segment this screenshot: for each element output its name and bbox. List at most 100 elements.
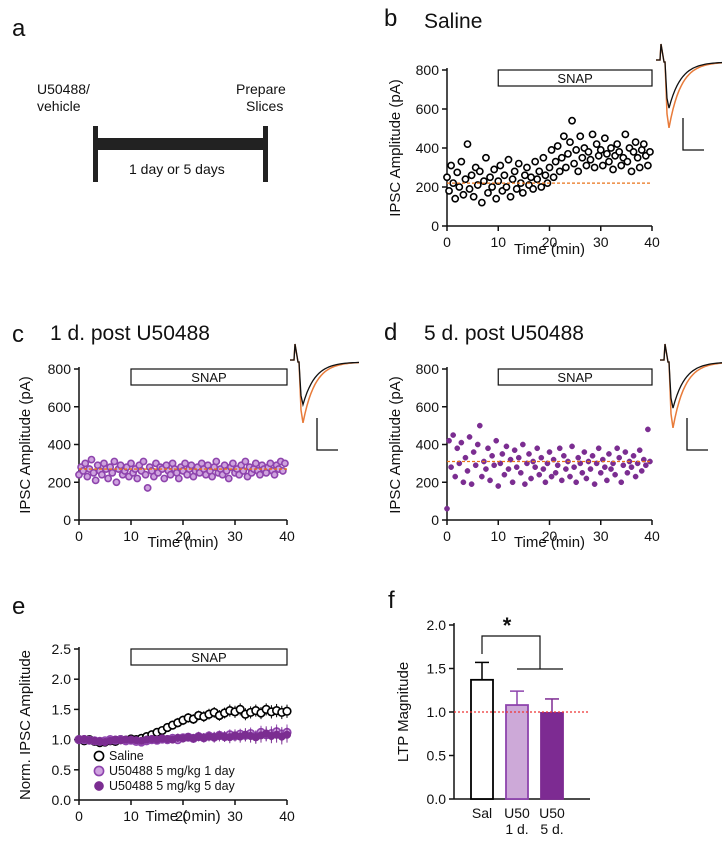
x-tick-label-e: 30 <box>227 808 243 824</box>
data-point-b <box>518 188 527 197</box>
data-point-d <box>534 445 541 452</box>
data-point-d <box>517 469 524 476</box>
y-tick-label-f: 2.0 <box>427 617 447 633</box>
panel-c: c 1 d. post U50488 0 200 400 600 800 0 10 20 30 4… <box>12 321 360 551</box>
data-point-c <box>181 459 189 468</box>
data-point-d <box>632 473 639 480</box>
data-point-b <box>633 153 642 162</box>
data-point-d <box>499 451 506 457</box>
y-axis-label-e: Norm. IPSC Amplitude <box>17 650 34 800</box>
data-point-d <box>513 464 520 470</box>
data-point-b <box>621 130 630 139</box>
y-tick-label-e: 0.5 <box>52 762 72 778</box>
data-point-d <box>485 445 491 452</box>
data-point-d <box>522 481 528 487</box>
data-point-b <box>572 146 581 154</box>
data-point-b <box>457 157 466 166</box>
data-point-d <box>536 471 543 478</box>
x-axis-label-c: Time (min) <box>147 534 218 551</box>
data-point-d <box>608 466 614 472</box>
snap-bar-label-e: SNAP <box>191 650 226 665</box>
panel-label-c: c <box>12 321 24 348</box>
timeline-end-label-1: Prepare <box>236 81 286 97</box>
data-point-c <box>143 484 152 492</box>
data-point-c <box>110 457 119 466</box>
data-point-b <box>590 163 599 172</box>
data-point-b <box>463 140 472 148</box>
x-tick-label-b: 0 <box>443 234 451 250</box>
data-point-c <box>83 472 92 481</box>
data-point-c <box>174 474 183 483</box>
data-point-b <box>574 167 583 176</box>
trace-after-d <box>660 343 722 429</box>
data-point-d <box>454 445 461 452</box>
data-point-d <box>460 479 467 486</box>
data-point-b <box>549 173 558 182</box>
data-point-b <box>541 171 550 180</box>
trace-before-c <box>290 343 360 408</box>
x-axis-label-e: Time ( min) <box>145 808 220 825</box>
data-point-b <box>482 153 490 162</box>
data-point-b <box>488 183 496 191</box>
bar-2 <box>540 711 564 800</box>
data-point-d <box>470 449 477 455</box>
data-point-b <box>635 163 644 172</box>
data-point-c <box>108 468 117 477</box>
data-point-b <box>605 157 613 166</box>
x-tick-label-c: 0 <box>75 528 83 544</box>
data-point-b <box>443 173 451 182</box>
data-point-d <box>452 473 459 480</box>
data-point-b <box>467 171 476 180</box>
snap-bar-d <box>497 368 653 386</box>
data-point-c <box>281 459 289 468</box>
data-point-b <box>631 138 640 147</box>
y-axis-label-d: IPSC Amplitude (pA) <box>387 376 404 514</box>
data-point-d <box>622 449 629 455</box>
x-tick-label-d: 0 <box>443 528 451 544</box>
data-point-c <box>91 476 100 485</box>
data-point-b <box>521 171 529 180</box>
data-point-d <box>501 471 508 478</box>
x-category-label-1: U50 <box>504 805 530 821</box>
data-point-b <box>582 161 591 170</box>
x-category-label-2: 5 d. <box>540 821 563 837</box>
panel-a: a U50488/ vehicle Prepare Slices 1 day o… <box>12 15 286 182</box>
data-point-d <box>487 477 493 484</box>
data-point-b <box>484 188 492 197</box>
data-point-b <box>617 161 626 170</box>
data-point-b <box>627 167 636 176</box>
data-point-c <box>166 470 175 479</box>
data-point-d <box>509 479 516 486</box>
scale-bar-d <box>686 418 708 451</box>
x-tick-label-d: 10 <box>490 528 506 544</box>
data-point-b <box>486 173 494 182</box>
snap-bar-c <box>130 368 288 386</box>
data-point-d <box>468 481 475 487</box>
data-point-d <box>561 452 567 459</box>
panel-label-b: b <box>384 5 397 32</box>
data-point-b <box>508 175 517 184</box>
data-point-d <box>479 473 485 480</box>
data-point-d <box>515 454 522 461</box>
data-point-d <box>589 452 596 459</box>
data-point-b <box>477 198 486 207</box>
snap-bar-label-c: SNAP <box>191 370 226 385</box>
panel-label-d: d <box>384 319 397 346</box>
data-point-b <box>523 163 531 172</box>
data-point-d <box>595 445 602 452</box>
data-point-d <box>573 479 580 486</box>
y-tick-label-d: 400 <box>416 437 440 453</box>
scale-bar-c <box>316 418 338 451</box>
data-point-d <box>612 471 618 478</box>
data-point-b <box>629 147 638 156</box>
data-point-d <box>458 439 465 446</box>
data-point-b <box>490 165 499 174</box>
data-point-c <box>116 461 125 470</box>
data-point-b <box>615 147 624 156</box>
data-point-b <box>547 146 556 154</box>
data-point-d <box>520 441 526 448</box>
x-tick-label-d: 40 <box>644 528 660 544</box>
data-point-d <box>466 434 473 440</box>
data-point-d <box>503 443 510 450</box>
y-tick-label-c: 200 <box>48 474 72 490</box>
